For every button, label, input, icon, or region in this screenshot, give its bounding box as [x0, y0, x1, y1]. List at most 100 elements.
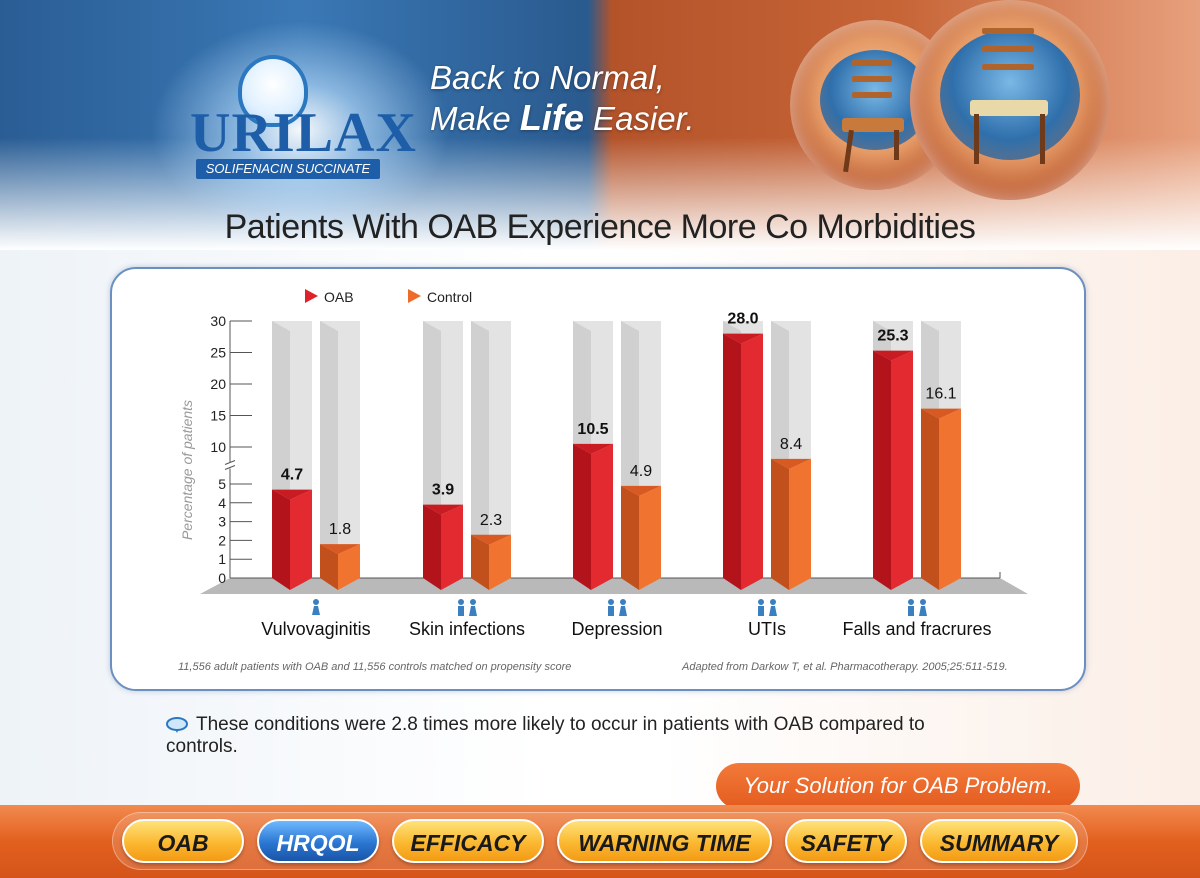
data-label-oab: 10.5 [577, 421, 608, 438]
bar-oab-side [423, 504, 441, 590]
data-label-control: 2.3 [480, 512, 502, 529]
footnote-left: 11,556 adult patients with OAB and 11,55… [178, 661, 572, 673]
tagline-bold: Life [519, 97, 584, 138]
female-icon-body [769, 606, 777, 616]
male-icon-body [758, 606, 764, 616]
data-label-oab: 3.9 [432, 482, 454, 499]
chair-slat [852, 92, 892, 98]
bar-oab [741, 333, 763, 590]
bar-control-side [771, 458, 789, 590]
brand-logo: URILAX SOLIFENACIN SUCCINATE [190, 55, 417, 180]
chair-leg [974, 114, 979, 164]
data-label-control: 8.4 [780, 436, 802, 453]
bar-top-face [423, 504, 463, 515]
summary-note: These conditions were 2.8 times more lik… [166, 714, 966, 758]
nav-summary-button[interactable]: SUMMARY [920, 819, 1078, 863]
bar-control [939, 408, 961, 590]
bar-oab-side [723, 333, 741, 590]
bar-control [789, 458, 811, 590]
female-icon [920, 599, 926, 605]
bar-top-face [873, 350, 913, 361]
category-label: Depression [571, 619, 662, 639]
male-icon [758, 599, 764, 605]
legend-control-label: Control [427, 289, 472, 305]
logo-glow [150, 20, 450, 240]
bar-control-side [320, 544, 338, 590]
category-label: UTIs [748, 619, 786, 639]
bar-oab-side [573, 443, 591, 590]
bar-control [489, 534, 511, 590]
chair-slat [982, 28, 1034, 34]
male-icon-body [908, 606, 914, 616]
male-icon [908, 599, 914, 605]
y-tick-label: 10 [210, 439, 226, 455]
legend-oab-label: OAB [324, 289, 354, 305]
bar-top-face [471, 534, 511, 545]
nav-hrqol-button[interactable]: HRQOL [257, 819, 379, 863]
legend-control-marker [408, 289, 421, 303]
y-tick-label: 2 [218, 532, 226, 548]
axis-break-mark [224, 465, 236, 470]
y-tick-label: 30 [210, 313, 226, 329]
category-label: Falls and fracrures [842, 619, 991, 639]
tagline-line2: Make Life Easier. [430, 98, 770, 139]
female-icon-body [312, 606, 320, 615]
bar-oab [290, 489, 312, 590]
axis-break-gap [226, 462, 234, 469]
bar-ghost-shade [471, 321, 489, 578]
bar-top-face [921, 408, 961, 419]
bar-top-face [723, 333, 763, 344]
data-label-control: 16.1 [925, 386, 956, 403]
male-icon [458, 599, 464, 605]
nav-warning-time-button[interactable]: WARNING TIME [557, 819, 772, 863]
nav-efficacy-button[interactable]: EFFICACY [392, 819, 544, 863]
y-axis-label: Percentage of patients [179, 400, 195, 540]
category-label: Vulvovaginitis [261, 619, 370, 639]
chair-icon [970, 100, 1048, 116]
bar-top-face [771, 458, 811, 469]
nav-safety-button[interactable]: SAFETY [785, 819, 907, 863]
tagline: Back to Normal, Make Life Easier. [430, 58, 770, 139]
male-icon-body [608, 606, 614, 616]
y-tick-label: 25 [210, 345, 226, 361]
summary-note-text: These conditions were 2.8 times more lik… [166, 714, 925, 757]
logo-subtitle: SOLIFENACIN SUCCINATE [196, 159, 380, 179]
female-icon [620, 599, 626, 605]
bar-top-face [573, 443, 613, 454]
chair-slat [982, 46, 1034, 52]
bar-oab-side [873, 350, 891, 590]
comorbidity-bar-chart: 0 1 2 3 4 5 10 15 20 25 30 Percentage of patients OA… [179, 289, 1028, 639]
y-tick-label: 3 [218, 514, 226, 530]
axis-break-mark [224, 460, 236, 465]
data-label-oab: 28.0 [727, 311, 758, 328]
nav-oab-button[interactable]: OAB [122, 819, 244, 863]
bar-control-side [471, 534, 489, 590]
chair-leg [1040, 114, 1045, 164]
legend-oab-marker [305, 289, 318, 303]
chair-bubble-right [910, 0, 1110, 200]
y-tick-label: 15 [210, 408, 226, 424]
bar-top-face [272, 489, 312, 500]
female-icon-body [919, 606, 927, 616]
page-title: Patients With OAB Experience More Co Mor… [224, 208, 976, 246]
bladder-drop-icon [238, 55, 308, 127]
solution-banner: Your Solution for OAB Problem. [716, 763, 1080, 809]
bar-top-face [621, 485, 661, 496]
logo-text: URILAX [190, 102, 417, 164]
male-icon-body [458, 606, 464, 616]
chair-slat [852, 76, 892, 82]
chart-floor [200, 578, 1028, 594]
data-label-control: 4.9 [630, 463, 652, 480]
data-label-oab: 25.3 [877, 328, 908, 345]
female-icon-body [469, 606, 477, 616]
bar-control-side [921, 408, 939, 590]
y-tick-label: 0 [218, 570, 226, 586]
male-icon [608, 599, 614, 605]
y-tick-label: 20 [210, 376, 226, 392]
tagline-post: Easier. [583, 100, 695, 137]
bar-control [639, 485, 661, 590]
bar-oab [891, 350, 913, 590]
tagline-line1: Back to Normal, [430, 59, 665, 96]
data-label-control: 1.8 [329, 521, 351, 538]
bar-oab [591, 443, 613, 590]
